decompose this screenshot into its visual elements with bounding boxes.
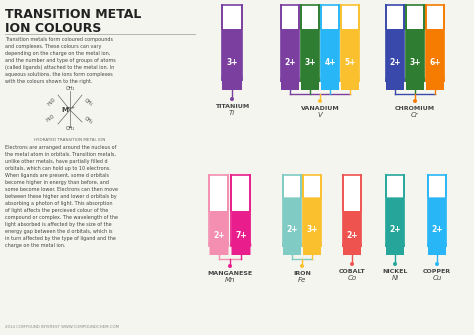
- Text: OH₂: OH₂: [65, 85, 75, 90]
- Text: OH₂: OH₂: [83, 97, 93, 107]
- FancyBboxPatch shape: [210, 211, 228, 255]
- Wedge shape: [341, 72, 359, 81]
- Text: OH₂: OH₂: [83, 115, 93, 125]
- Text: 5+: 5+: [344, 58, 356, 67]
- Text: HYDRATED TRANSITION METAL ION: HYDRATED TRANSITION METAL ION: [34, 138, 106, 142]
- Bar: [406, 5, 424, 29]
- Circle shape: [350, 262, 354, 266]
- Bar: [343, 175, 361, 211]
- Text: H₂O: H₂O: [47, 97, 57, 107]
- Text: NICKEL: NICKEL: [383, 269, 408, 274]
- FancyBboxPatch shape: [343, 211, 361, 255]
- Bar: [386, 5, 404, 29]
- FancyBboxPatch shape: [222, 29, 242, 90]
- Text: VANADIUM: VANADIUM: [301, 106, 339, 111]
- FancyBboxPatch shape: [283, 197, 301, 255]
- Wedge shape: [231, 236, 250, 246]
- Text: 2+: 2+: [389, 224, 401, 233]
- FancyBboxPatch shape: [321, 29, 339, 90]
- FancyBboxPatch shape: [428, 197, 446, 255]
- Wedge shape: [281, 72, 299, 81]
- Wedge shape: [210, 236, 228, 246]
- Wedge shape: [426, 72, 444, 81]
- FancyBboxPatch shape: [386, 197, 404, 255]
- Wedge shape: [386, 72, 404, 81]
- Text: Transition metals form coloured compounds
and complexes. These colours can vary
: Transition metals form coloured compound…: [5, 37, 116, 84]
- Text: Ni: Ni: [392, 275, 399, 281]
- FancyBboxPatch shape: [281, 29, 299, 90]
- Wedge shape: [301, 72, 319, 81]
- FancyBboxPatch shape: [426, 29, 444, 90]
- Text: Cu: Cu: [432, 275, 442, 281]
- Text: 6+: 6+: [429, 58, 441, 67]
- Text: 2+: 2+: [286, 224, 298, 233]
- Text: 2+: 2+: [346, 231, 358, 240]
- Circle shape: [228, 264, 232, 268]
- Text: ION COLOURS: ION COLOURS: [5, 22, 101, 35]
- Text: CHROMIUM: CHROMIUM: [395, 106, 435, 111]
- Circle shape: [435, 262, 439, 266]
- Circle shape: [393, 262, 397, 266]
- Text: COBALT: COBALT: [339, 269, 365, 274]
- FancyBboxPatch shape: [303, 197, 321, 255]
- Text: MANGANESE: MANGANESE: [208, 271, 253, 276]
- Text: V: V: [318, 112, 322, 118]
- Text: Cr: Cr: [411, 112, 419, 118]
- Circle shape: [318, 99, 322, 103]
- Wedge shape: [386, 237, 404, 246]
- Wedge shape: [222, 70, 242, 80]
- Bar: [341, 5, 359, 29]
- Wedge shape: [343, 237, 361, 246]
- Text: Ti: Ti: [229, 110, 235, 116]
- Wedge shape: [321, 72, 339, 81]
- Text: IRON: IRON: [293, 271, 311, 276]
- Text: 2014 COMPOUND INTEREST WWW.COMPOUNDCHEM.COM: 2014 COMPOUND INTEREST WWW.COMPOUNDCHEM.…: [5, 325, 119, 329]
- Text: 3+: 3+: [304, 58, 316, 67]
- Bar: [222, 5, 242, 29]
- Text: Mn: Mn: [225, 277, 235, 283]
- FancyBboxPatch shape: [301, 29, 319, 90]
- Text: 4+: 4+: [324, 58, 336, 67]
- Wedge shape: [406, 72, 424, 81]
- Bar: [210, 175, 228, 211]
- FancyBboxPatch shape: [386, 29, 404, 90]
- FancyBboxPatch shape: [406, 29, 424, 90]
- Bar: [426, 5, 444, 29]
- Bar: [386, 175, 404, 197]
- Bar: [428, 175, 446, 197]
- Text: 2+: 2+: [389, 58, 401, 67]
- Text: 7+: 7+: [235, 231, 247, 240]
- Bar: [231, 175, 250, 211]
- Text: 3+: 3+: [226, 58, 238, 67]
- Text: Fe: Fe: [298, 277, 306, 283]
- Text: Electrons are arranged around the nucleus of
the metal atom in orbitals. Transit: Electrons are arranged around the nucleu…: [5, 145, 118, 248]
- Wedge shape: [428, 237, 446, 246]
- Bar: [281, 5, 299, 29]
- Text: 2+: 2+: [213, 231, 225, 240]
- Bar: [301, 5, 319, 29]
- FancyBboxPatch shape: [341, 29, 359, 90]
- Text: TRANSITION METAL: TRANSITION METAL: [5, 8, 141, 21]
- Wedge shape: [303, 237, 321, 246]
- Bar: [303, 175, 321, 197]
- Circle shape: [230, 97, 234, 101]
- Text: 2+: 2+: [431, 224, 443, 233]
- Text: TITANIUM: TITANIUM: [215, 104, 249, 109]
- Circle shape: [300, 264, 304, 268]
- Circle shape: [413, 99, 417, 103]
- Text: 3+: 3+: [306, 224, 318, 233]
- Wedge shape: [283, 237, 301, 246]
- Text: Mⁿ⁺: Mⁿ⁺: [61, 107, 75, 113]
- Text: Co: Co: [347, 275, 356, 281]
- Text: 2+: 2+: [284, 58, 296, 67]
- Text: 3+: 3+: [409, 58, 421, 67]
- Text: COPPER: COPPER: [423, 269, 451, 274]
- Bar: [321, 5, 339, 29]
- Text: H₂O: H₂O: [45, 113, 55, 123]
- Bar: [283, 175, 301, 197]
- Text: OH₂: OH₂: [65, 126, 75, 131]
- FancyBboxPatch shape: [231, 211, 250, 255]
